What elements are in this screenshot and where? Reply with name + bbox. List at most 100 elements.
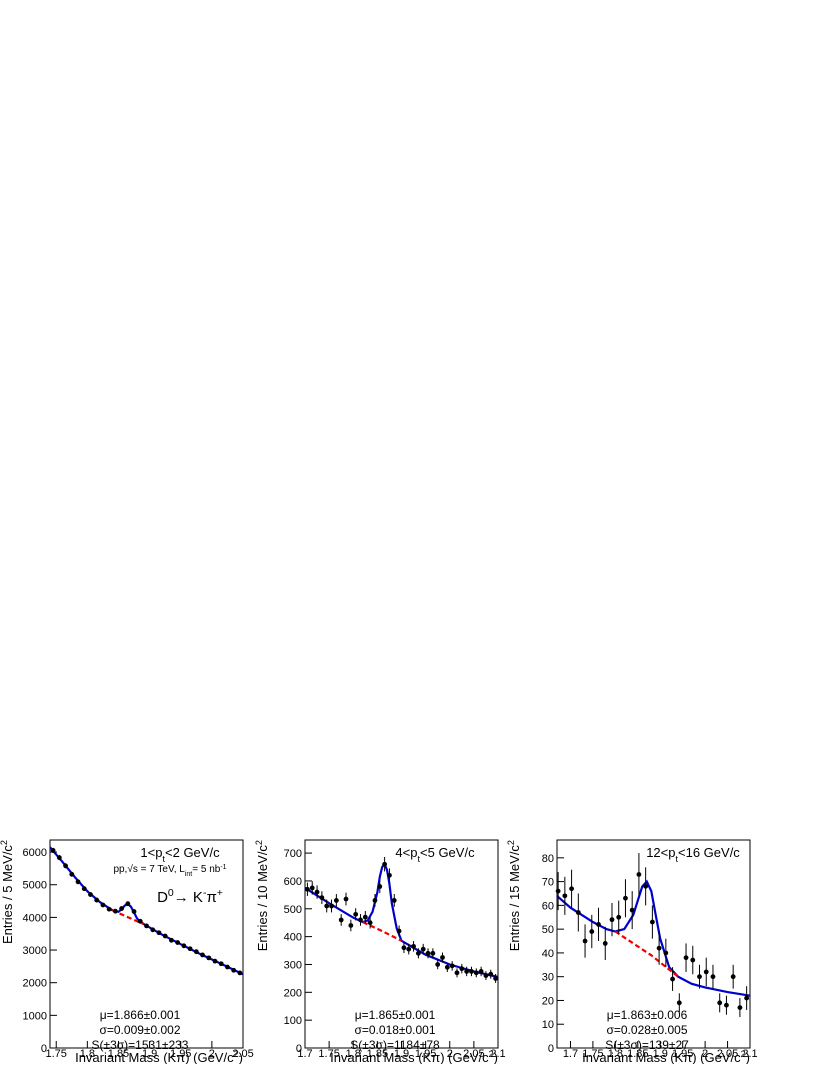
y-tick-label: 60 xyxy=(542,900,554,912)
y-tick-label: 20 xyxy=(542,995,554,1007)
x-tick-label: 1.7 xyxy=(563,1048,578,1060)
data-point xyxy=(411,943,416,949)
data-point xyxy=(353,911,359,917)
data-point xyxy=(175,940,181,945)
background-curve xyxy=(111,909,144,925)
data-point xyxy=(656,945,662,951)
data-point xyxy=(212,958,218,964)
x-tick-label: 1.85 xyxy=(627,1048,648,1060)
data-point xyxy=(112,908,118,914)
text-part: Entries / 5 MeV/c xyxy=(0,845,15,944)
data-point xyxy=(225,964,230,970)
x-tick-label: 1.75 xyxy=(582,1048,603,1060)
data-point xyxy=(609,917,615,923)
panel xyxy=(555,839,751,1049)
x-tick-label: 2.05 xyxy=(232,1048,253,1060)
x-tick-label: 1.95 xyxy=(415,1048,436,1060)
y-tick-label: 80 xyxy=(542,853,554,865)
text-part: = 5 nb xyxy=(192,864,221,875)
data-point xyxy=(50,848,56,853)
data-point xyxy=(596,921,601,927)
subscript: t xyxy=(675,854,678,864)
y-tick-label: 4000 xyxy=(23,912,47,924)
y-tick-label: 6000 xyxy=(23,847,47,859)
data-point xyxy=(464,969,470,974)
x-tick-label: 1.85 xyxy=(367,1048,388,1060)
text-part: 1<p xyxy=(140,845,162,860)
data-point xyxy=(744,995,750,1001)
y-tick-label: 100 xyxy=(284,1015,302,1027)
data-point xyxy=(697,974,702,980)
superscript: -1 xyxy=(220,864,226,871)
y-tick-label: 1000 xyxy=(23,1010,47,1022)
data-point xyxy=(636,872,642,877)
data-point xyxy=(623,895,628,901)
fit-stat: μ=1.863±0.006 xyxy=(607,1008,688,1022)
y-tick-label: 200 xyxy=(284,987,302,999)
data-point xyxy=(372,898,378,903)
fit-curve xyxy=(556,879,751,997)
y-tick-label: 5000 xyxy=(23,880,47,892)
x-tick-label: 1.95 xyxy=(170,1048,191,1060)
data-point xyxy=(382,861,388,867)
panel xyxy=(304,839,499,1049)
x-tick-label: 2.05 xyxy=(717,1048,738,1060)
data-point xyxy=(430,950,436,956)
x-tick-label: 1.95 xyxy=(672,1048,693,1060)
data-point xyxy=(575,910,581,915)
data-point xyxy=(406,946,412,952)
data-point xyxy=(56,855,62,861)
text-part: <16 GeV/c xyxy=(678,845,740,860)
background-curve xyxy=(614,930,679,978)
superscript: 0 xyxy=(168,887,174,899)
x-tick-label: 1.7 xyxy=(297,1048,312,1060)
data-point xyxy=(649,919,655,925)
data-point xyxy=(425,950,431,956)
text-part: ) xyxy=(746,1050,750,1064)
data-point xyxy=(449,963,455,969)
y-tick-label: 0 xyxy=(548,1043,554,1055)
data-point xyxy=(420,946,426,952)
data-point xyxy=(305,886,310,892)
data-point xyxy=(348,923,354,928)
data-point xyxy=(125,901,131,907)
y-tick-label: 600 xyxy=(284,876,302,888)
data-point xyxy=(676,1000,682,1006)
x-tick-label: 1.9 xyxy=(142,1048,157,1060)
x-tick-label: 2.1 xyxy=(742,1048,757,1060)
data-point xyxy=(562,893,568,899)
data-point xyxy=(333,898,339,903)
superscript: 2 xyxy=(0,840,9,845)
data-point xyxy=(602,941,608,946)
data-point xyxy=(391,898,397,903)
y-tick-label: 50 xyxy=(542,924,554,936)
text-part: ) xyxy=(494,1050,498,1064)
data-point xyxy=(415,950,421,956)
annotation: pp,√s = 7 TeV, Lint= 5 nb-1 xyxy=(113,863,226,878)
x-axis-title: Invariant Mass (Kπ) (GeV/c2) xyxy=(75,1049,243,1064)
subscript: t xyxy=(162,854,165,864)
data-point xyxy=(162,933,168,939)
x-axis-title: Invariant Mass (Kπ) (GeV/c2) xyxy=(582,1049,750,1064)
data-point xyxy=(396,928,402,934)
y-tick-label: 30 xyxy=(542,972,554,984)
fit-stat: μ=1.866±0.001 xyxy=(100,1008,181,1022)
data-point xyxy=(329,903,334,909)
x-tick-label: 1.85 xyxy=(108,1048,129,1060)
data-point xyxy=(730,974,736,980)
data-point xyxy=(690,957,696,963)
text-part: 4<p xyxy=(395,845,417,860)
data-point xyxy=(440,955,445,960)
text-part: → K xyxy=(174,889,203,906)
x-tick-label: 2.1 xyxy=(490,1048,505,1060)
data-point xyxy=(488,971,494,977)
data-point xyxy=(683,955,689,961)
data-point xyxy=(710,974,716,980)
y-axis-title: Entries / 10 MeV/c2 xyxy=(254,840,270,951)
superscript: 2 xyxy=(234,1049,239,1059)
fit-stat: σ=0.018±0.001 xyxy=(354,1023,435,1037)
data-point xyxy=(309,885,315,891)
panel-title: 12<pt<16 GeV/c xyxy=(646,845,740,864)
data-point xyxy=(169,937,174,943)
